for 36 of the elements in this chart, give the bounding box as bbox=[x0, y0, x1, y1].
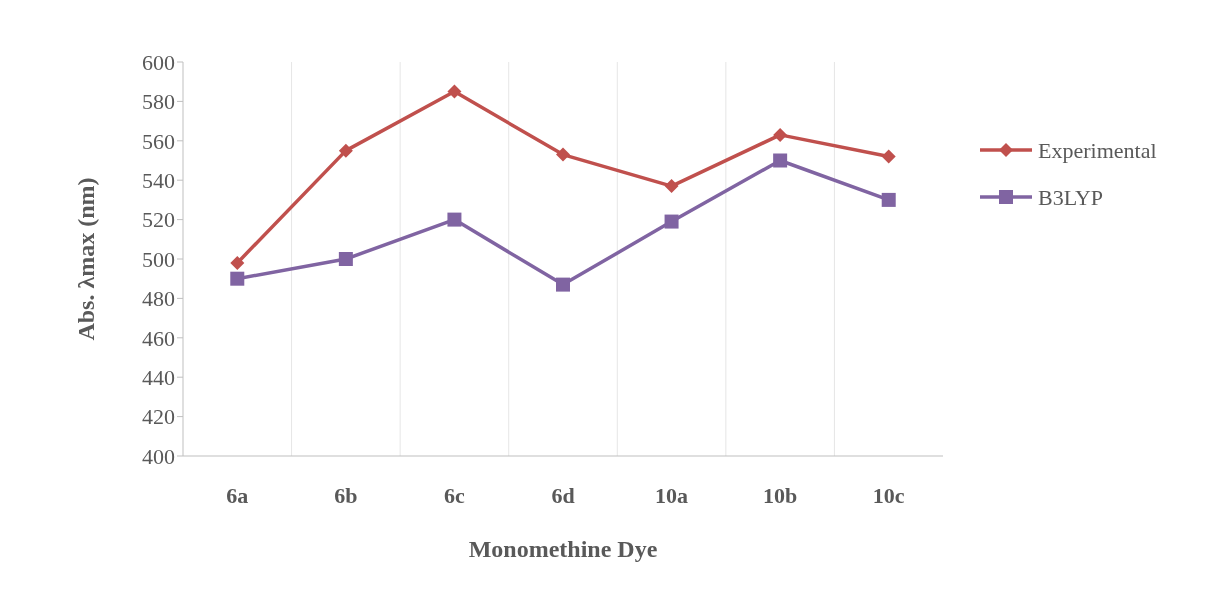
y-tick-label: 480 bbox=[142, 286, 175, 312]
point bbox=[447, 84, 462, 99]
x-axis-title: Monomethine Dye bbox=[468, 536, 658, 562]
point bbox=[556, 147, 570, 162]
x-tick-label: 10a bbox=[655, 483, 689, 508]
y-tick-label: 580 bbox=[142, 89, 175, 115]
y-axis-title: Abs. λmax (nm) bbox=[73, 177, 99, 341]
point bbox=[773, 127, 788, 142]
y-tick-label: 520 bbox=[142, 207, 175, 233]
point bbox=[230, 255, 245, 270]
x-tick-label: 10b bbox=[763, 483, 798, 508]
x-tick-label: 6c bbox=[444, 483, 466, 508]
point bbox=[881, 149, 896, 164]
y-tick-label: 440 bbox=[142, 364, 175, 390]
point bbox=[338, 143, 353, 158]
point bbox=[881, 192, 896, 207]
x-tick-label: 6d bbox=[551, 483, 575, 508]
legend-label: B3LYP bbox=[1038, 184, 1104, 210]
x-tick-label: 6b bbox=[334, 483, 358, 508]
y-tick-label: 400 bbox=[142, 443, 175, 469]
y-tick-label: 540 bbox=[142, 167, 175, 193]
y-tick-label: 460 bbox=[142, 325, 175, 351]
point bbox=[447, 212, 462, 227]
point bbox=[338, 252, 353, 266]
legend-label: Experimental bbox=[1038, 137, 1157, 163]
point bbox=[773, 153, 788, 168]
y-tick-label: 560 bbox=[142, 128, 175, 154]
point bbox=[230, 271, 245, 286]
point bbox=[664, 214, 679, 229]
x-tick-label: 10c bbox=[872, 483, 905, 508]
point bbox=[556, 277, 570, 292]
y-tick-label: 500 bbox=[142, 246, 175, 272]
point bbox=[664, 179, 679, 194]
y-tick-label: 420 bbox=[142, 404, 175, 430]
y-tick-label: 600 bbox=[142, 49, 175, 75]
x-tick-label: 6a bbox=[226, 483, 249, 508]
